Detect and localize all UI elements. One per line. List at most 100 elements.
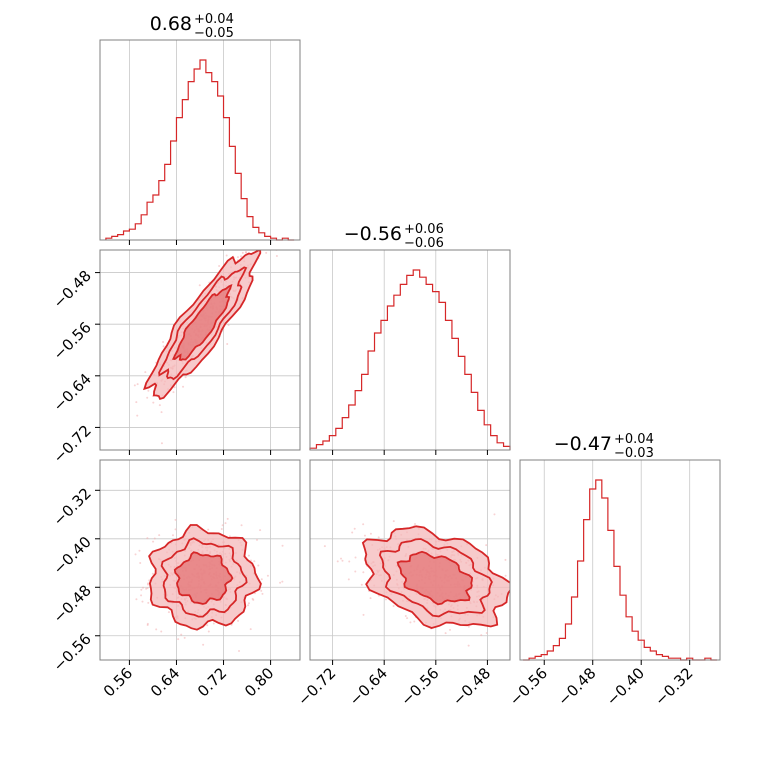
sample-point <box>548 595 550 597</box>
sample-point <box>140 594 143 597</box>
sample-point <box>140 588 143 591</box>
sample-point <box>392 520 395 523</box>
samples-and-contours <box>95 230 278 445</box>
sample-point <box>198 284 201 287</box>
sample-point <box>183 636 186 639</box>
sample-point <box>160 630 163 633</box>
sample-point <box>514 590 516 592</box>
x-tick-label: −0.64 <box>346 664 391 709</box>
histogram-panel-1 <box>309 249 511 451</box>
sample-point <box>279 581 282 584</box>
contour-line <box>378 538 493 618</box>
contours <box>143 250 262 400</box>
sample-point <box>362 571 365 574</box>
sample-point <box>404 615 407 618</box>
sample-point <box>155 628 158 631</box>
histogram-line <box>523 479 717 661</box>
sample-point <box>160 411 163 414</box>
sample-point <box>259 529 262 532</box>
sample-point <box>406 617 409 620</box>
x-tick-label: 0.56 <box>100 664 136 700</box>
sample-point <box>392 604 395 607</box>
param-title-median: 0.68 <box>150 13 192 35</box>
sample-point <box>281 544 284 547</box>
sample-point <box>184 376 187 379</box>
sample-point <box>249 628 252 631</box>
x-tick-label: −0.56 <box>397 664 442 709</box>
sample-point <box>253 230 255 232</box>
sample-point <box>146 583 149 586</box>
y-tick-label: −0.48 <box>50 581 95 626</box>
contour-line <box>173 551 234 605</box>
sample-point <box>409 621 412 624</box>
contour-line <box>361 525 510 629</box>
sample-point <box>353 527 356 530</box>
axis-ticks: 0.56 0.64 0.72 0.80 −0.72 −0.64 −0.56 −0.48 −0.5… <box>50 240 697 709</box>
sample-point <box>480 634 483 637</box>
sample-point <box>341 559 344 562</box>
sample-point <box>261 592 264 595</box>
sample-point <box>252 598 255 601</box>
sample-point <box>377 536 380 539</box>
y-tick-label: −0.56 <box>50 630 95 675</box>
sample-point <box>207 630 210 633</box>
sample-point <box>146 537 149 540</box>
x-tick-label: 0.64 <box>147 664 183 700</box>
sample-point <box>369 597 372 600</box>
sample-point <box>228 535 231 538</box>
sample-point <box>224 522 227 525</box>
sample-point <box>206 624 209 627</box>
x-tick-label: 0.80 <box>241 664 277 700</box>
sample-point <box>336 560 339 563</box>
sample-point <box>146 623 149 626</box>
sample-point <box>340 557 343 560</box>
sample-point <box>226 343 229 346</box>
x-tick-label: −0.48 <box>449 664 494 709</box>
sample-point <box>152 540 155 543</box>
sample-point <box>162 345 165 348</box>
sample-point <box>136 383 139 386</box>
sample-point <box>226 517 229 520</box>
histogram-panel-0 <box>99 39 301 241</box>
sample-point <box>238 649 241 652</box>
panel-frame <box>309 249 511 451</box>
sample-point <box>360 583 363 586</box>
sample-point <box>236 256 239 259</box>
sample-point <box>384 598 387 601</box>
sample-point <box>146 396 149 399</box>
y-tick-label: −0.64 <box>50 370 95 415</box>
histogram-panel-2 <box>519 459 721 661</box>
panel-frame <box>519 459 721 661</box>
sample-point <box>141 600 144 603</box>
sample-point <box>241 251 244 254</box>
sample-point <box>513 601 515 603</box>
param-title-minus: −0.06 <box>404 236 444 251</box>
sample-point <box>485 544 488 547</box>
sample-point <box>351 531 354 534</box>
sample-point <box>151 572 154 575</box>
y-tick-label: −0.40 <box>50 533 95 578</box>
sample-point <box>189 671 191 673</box>
sample-point <box>139 561 142 564</box>
x-tick-label: 0.72 <box>194 664 230 700</box>
sample-point <box>95 441 97 443</box>
sample-point <box>444 632 447 635</box>
sample-point <box>516 601 518 603</box>
x-tick-label: −0.32 <box>651 664 696 709</box>
param-title-plus: +0.06 <box>404 222 444 237</box>
sample-point <box>207 528 210 531</box>
sample-point <box>142 586 145 589</box>
sample-point <box>240 255 243 258</box>
sample-point <box>135 401 138 404</box>
x-tick-label: −0.48 <box>554 664 599 709</box>
sample-point <box>275 255 278 258</box>
sample-point <box>369 532 372 535</box>
sample-point <box>145 587 148 590</box>
x-tick-label: −0.40 <box>603 664 648 709</box>
contour-line <box>171 283 233 361</box>
sample-point <box>153 537 156 540</box>
sample-point <box>247 554 250 557</box>
y-tick-label: −0.48 <box>50 267 95 312</box>
sample-point <box>202 643 205 646</box>
